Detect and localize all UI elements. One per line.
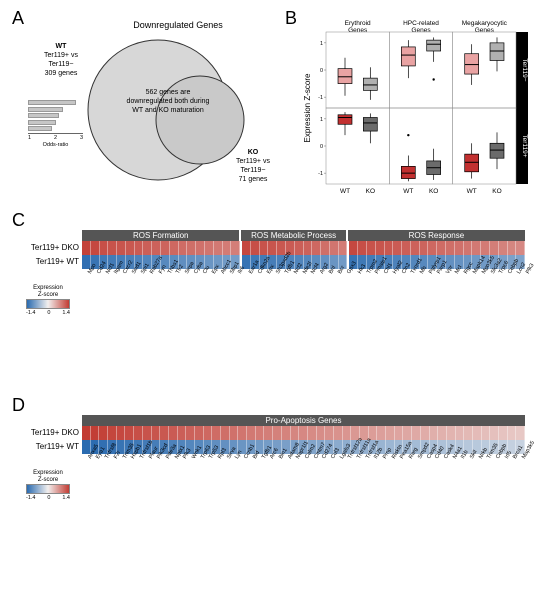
svg-text:Ter119+: Ter119+ [521, 134, 528, 157]
svg-text:KO: KO [429, 188, 438, 195]
svg-text:1: 1 [320, 117, 323, 123]
svg-text:Genes: Genes [411, 27, 431, 34]
svg-text:Expression Z-score: Expression Z-score [303, 73, 312, 142]
svg-text:-1: -1 [318, 95, 323, 101]
panel-b: Expression Z-scoreErythroidGenesHPC-rela… [302, 18, 530, 198]
svg-text:0: 0 [320, 68, 323, 74]
svg-text:WT: WT [403, 188, 413, 195]
intersection-label: 562 genes are downregulated both during … [123, 88, 213, 115]
odds-ratio-bars: 123 Odds-ratio [28, 100, 83, 148]
panel-b-label: B [285, 8, 297, 29]
svg-text:1: 1 [320, 41, 323, 47]
svg-text:WT: WT [340, 188, 350, 195]
panel-d-label: D [12, 395, 25, 416]
svg-text:Genes: Genes [475, 27, 495, 34]
wt-set-label: WT Ter119+ vs Ter119− 309 genes [26, 42, 96, 78]
panel-a-label: A [12, 8, 24, 29]
ko-set-label: KO Ter119+ vs Ter119− 71 genes [223, 148, 283, 184]
panel-c-label: C [12, 210, 25, 231]
svg-text:0: 0 [320, 144, 323, 150]
svg-text:Ter119−: Ter119− [521, 58, 528, 81]
svg-text:-1: -1 [318, 171, 323, 177]
svg-text:Erythroid: Erythroid [345, 20, 371, 27]
svg-text:HPC-related: HPC-related [403, 20, 439, 27]
svg-text:KO: KO [366, 188, 375, 195]
panel-c: ROS FormationROS Metabolic ProcessROS Re… [20, 230, 525, 314]
svg-text:Genes: Genes [348, 27, 368, 34]
boxplot-grid: Expression Z-scoreErythroidGenesHPC-rela… [302, 18, 530, 198]
panel-d: Pro-Apoptosis GenesTer119+ DKOTer119+ WT… [20, 415, 525, 499]
svg-text:Megakaryocytic: Megakaryocytic [462, 20, 508, 27]
svg-text:KO: KO [492, 188, 501, 195]
venn-title: Downregulated Genes [128, 20, 228, 30]
panel-a: Downregulated Genes WT Ter119+ vs Ter119… [28, 20, 283, 200]
svg-text:WT: WT [467, 188, 477, 195]
